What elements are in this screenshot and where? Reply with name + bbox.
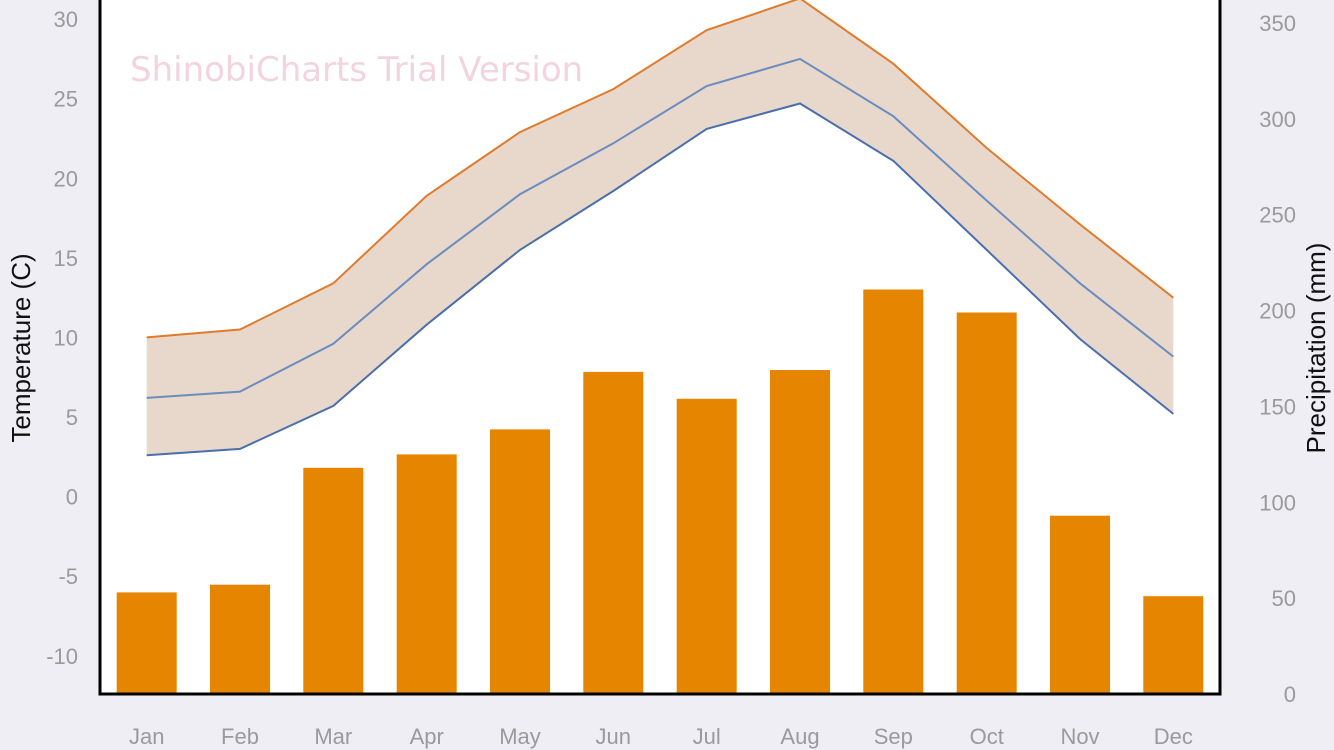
x-tick-label-apr: Apr [410,724,444,749]
left-axis-title: Temperature (C) [6,253,36,442]
left-tick-label: 10 [54,325,78,350]
precip-bar-nov [1050,515,1110,694]
x-tick-label-aug: Aug [780,724,819,749]
precipitation-bars [116,289,1204,694]
precip-bar-feb [210,584,270,694]
precip-bar-apr [396,454,457,694]
x-tick-label-jun: Jun [596,724,631,749]
x-axis-ticks: Jan Feb Mar Apr May Jun Jul Aug Sep Oct Nov Dec [129,724,1193,749]
left-axis-ticks: 30 25 20 15 10 5 0 -5 -10 [46,7,78,669]
precip-bar-may [490,429,550,694]
x-tick-label-oct: Oct [970,724,1004,749]
x-tick-label-sep: Sep [874,724,913,749]
x-tick-label-jul: Jul [693,724,721,749]
precip-bar-jun [583,371,644,694]
left-tick-label: -10 [46,644,78,669]
plot-frame [98,0,1222,696]
precip-bar-sep [863,289,924,694]
watermark-text: ShinobiCharts Trial Version [130,50,583,90]
left-tick-label: -5 [58,564,78,589]
left-tick-label: 25 [54,87,78,112]
temp-line-mean [146,57,1174,399]
right-tick-label: 350 [1259,11,1296,36]
right-tick-label: 150 [1259,394,1296,419]
temp-line-high [146,0,1174,339]
precip-bar-mar [303,467,364,694]
precip-bar-aug [770,370,830,694]
right-tick-label: 250 [1259,203,1296,228]
x-tick-label-mar: Mar [314,724,352,749]
x-tick-label-dec: Dec [1154,724,1193,749]
x-tick-label-nov: Nov [1060,724,1099,749]
right-axis-ticks: 350 300 250 200 150 100 50 0 [1259,11,1296,707]
temperature-range-band [146,0,1174,456]
right-tick-label: 0 [1284,682,1296,707]
right-tick-label: 300 [1259,107,1296,132]
x-tick-label-feb: Feb [221,724,259,749]
x-tick-label-jan: Jan [129,724,164,749]
precip-bar-jul [676,398,737,694]
temp-line-low [146,102,1174,457]
precip-bar-jan [116,592,177,694]
left-tick-label: 0 [66,485,78,510]
left-tick-label: 20 [54,166,78,191]
temperature-band [146,0,1174,456]
temperature-lines [146,0,1174,457]
left-tick-label: 30 [54,7,78,32]
precip-bar-oct [956,312,1017,694]
right-tick-label: 200 [1259,299,1296,324]
left-tick-label: 5 [66,405,78,430]
right-tick-label: 100 [1259,490,1296,515]
x-tick-label-may: May [499,724,541,749]
right-tick-label: 50 [1272,586,1296,611]
precip-bar-dec [1143,596,1204,694]
right-axis-title: Precipitation (mm) [1301,243,1331,454]
left-tick-label: 15 [54,246,78,271]
